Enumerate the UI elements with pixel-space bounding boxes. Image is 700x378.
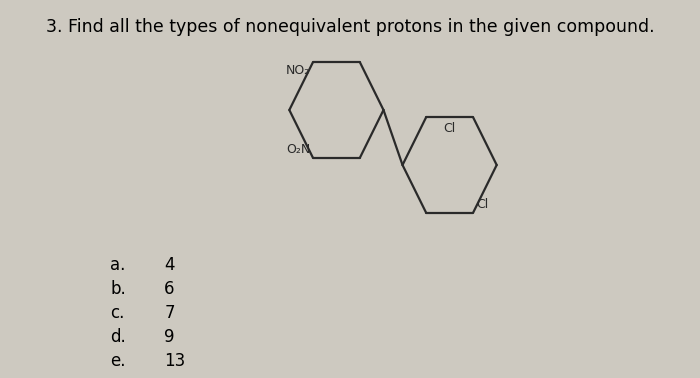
Text: 6: 6 bbox=[164, 280, 175, 298]
Text: Cl: Cl bbox=[476, 198, 488, 211]
Text: O₂N: O₂N bbox=[286, 143, 310, 156]
Text: 7: 7 bbox=[164, 304, 175, 322]
Text: b.: b. bbox=[110, 280, 126, 298]
Text: e.: e. bbox=[110, 352, 125, 370]
Text: d.: d. bbox=[110, 328, 126, 346]
Text: 9: 9 bbox=[164, 328, 175, 346]
Text: a.: a. bbox=[110, 256, 125, 274]
Text: c.: c. bbox=[110, 304, 125, 322]
Text: Cl: Cl bbox=[444, 122, 456, 135]
Text: 3. Find all the types of nonequivalent protons in the given compound.: 3. Find all the types of nonequivalent p… bbox=[46, 18, 655, 36]
Text: 4: 4 bbox=[164, 256, 175, 274]
Text: 13: 13 bbox=[164, 352, 186, 370]
Text: NO₂: NO₂ bbox=[286, 64, 310, 77]
